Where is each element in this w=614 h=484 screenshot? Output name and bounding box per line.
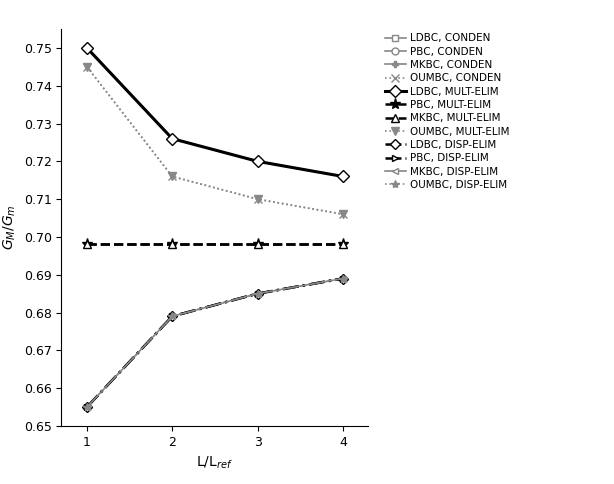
LDBC, CONDEN xyxy=(339,174,346,180)
LDBC, DISP-ELIM xyxy=(339,275,346,281)
MKBC, CONDEN xyxy=(339,174,346,180)
Line: MKBC, CONDEN: MKBC, CONDEN xyxy=(84,45,346,180)
PBC, MULT-ELIM xyxy=(339,242,346,247)
LDBC, CONDEN xyxy=(254,158,261,164)
MKBC, CONDEN xyxy=(169,136,176,141)
LDBC, MULT-ELIM xyxy=(254,158,261,164)
Line: LDBC, MULT-ELIM: LDBC, MULT-ELIM xyxy=(83,44,347,181)
OUMBC, MULT-ELIM xyxy=(84,64,91,70)
OUMBC, DISP-ELIM xyxy=(84,404,91,410)
PBC, MULT-ELIM xyxy=(254,242,261,247)
PBC, CONDEN xyxy=(339,174,346,180)
OUMBC, MULT-ELIM xyxy=(169,174,176,180)
Line: OUMBC, DISP-ELIM: OUMBC, DISP-ELIM xyxy=(83,274,347,411)
PBC, MULT-ELIM xyxy=(84,242,91,247)
LDBC, MULT-ELIM xyxy=(169,136,176,141)
OUMBC, DISP-ELIM xyxy=(169,314,176,319)
Line: MKBC, DISP-ELIM: MKBC, DISP-ELIM xyxy=(84,275,346,410)
PBC, MULT-ELIM xyxy=(169,242,176,247)
OUMBC, DISP-ELIM xyxy=(339,275,346,281)
LDBC, DISP-ELIM xyxy=(84,404,91,410)
LDBC, CONDEN xyxy=(84,45,91,51)
MKBC, MULT-ELIM xyxy=(84,242,91,247)
Line: MKBC, MULT-ELIM: MKBC, MULT-ELIM xyxy=(83,241,347,249)
OUMBC, MULT-ELIM xyxy=(254,196,261,202)
MKBC, CONDEN xyxy=(84,45,91,51)
Line: LDBC, DISP-ELIM: LDBC, DISP-ELIM xyxy=(84,275,346,410)
LDBC, MULT-ELIM xyxy=(84,45,91,51)
MKBC, DISP-ELIM xyxy=(254,291,261,297)
PBC, CONDEN xyxy=(169,136,176,141)
LDBC, CONDEN xyxy=(169,136,176,141)
PBC, CONDEN xyxy=(84,45,91,51)
OUMBC, CONDEN xyxy=(84,64,91,70)
PBC, DISP-ELIM xyxy=(254,291,261,297)
PBC, DISP-ELIM xyxy=(339,275,346,281)
PBC, DISP-ELIM xyxy=(84,404,91,410)
OUMBC, CONDEN xyxy=(254,196,261,202)
PBC, CONDEN xyxy=(254,158,261,164)
OUMBC, MULT-ELIM xyxy=(339,212,346,217)
X-axis label: L/L$_{ref}$: L/L$_{ref}$ xyxy=(196,454,233,470)
Line: LDBC, CONDEN: LDBC, CONDEN xyxy=(84,45,346,180)
LDBC, DISP-ELIM xyxy=(169,314,176,319)
LDBC, DISP-ELIM xyxy=(254,291,261,297)
Line: OUMBC, CONDEN: OUMBC, CONDEN xyxy=(83,62,347,218)
OUMBC, DISP-ELIM xyxy=(254,291,261,297)
Line: PBC, CONDEN: PBC, CONDEN xyxy=(84,45,346,180)
Line: OUMBC, MULT-ELIM: OUMBC, MULT-ELIM xyxy=(83,62,347,218)
MKBC, MULT-ELIM xyxy=(169,242,176,247)
Line: PBC, MULT-ELIM: PBC, MULT-ELIM xyxy=(82,239,348,250)
LDBC, MULT-ELIM xyxy=(339,174,346,180)
OUMBC, CONDEN xyxy=(169,174,176,180)
PBC, DISP-ELIM xyxy=(169,314,176,319)
MKBC, DISP-ELIM xyxy=(339,275,346,281)
Line: PBC, DISP-ELIM: PBC, DISP-ELIM xyxy=(84,275,346,410)
OUMBC, CONDEN xyxy=(339,212,346,217)
MKBC, CONDEN xyxy=(254,158,261,164)
Legend: LDBC, CONDEN, PBC, CONDEN, MKBC, CONDEN, OUMBC, CONDEN, LDBC, MULT-ELIM, PBC, MU: LDBC, CONDEN, PBC, CONDEN, MKBC, CONDEN,… xyxy=(381,29,513,194)
MKBC, DISP-ELIM xyxy=(84,404,91,410)
MKBC, MULT-ELIM xyxy=(254,242,261,247)
Y-axis label: $G_M/G_m$: $G_M/G_m$ xyxy=(2,205,18,250)
MKBC, DISP-ELIM xyxy=(169,314,176,319)
MKBC, MULT-ELIM xyxy=(339,242,346,247)
